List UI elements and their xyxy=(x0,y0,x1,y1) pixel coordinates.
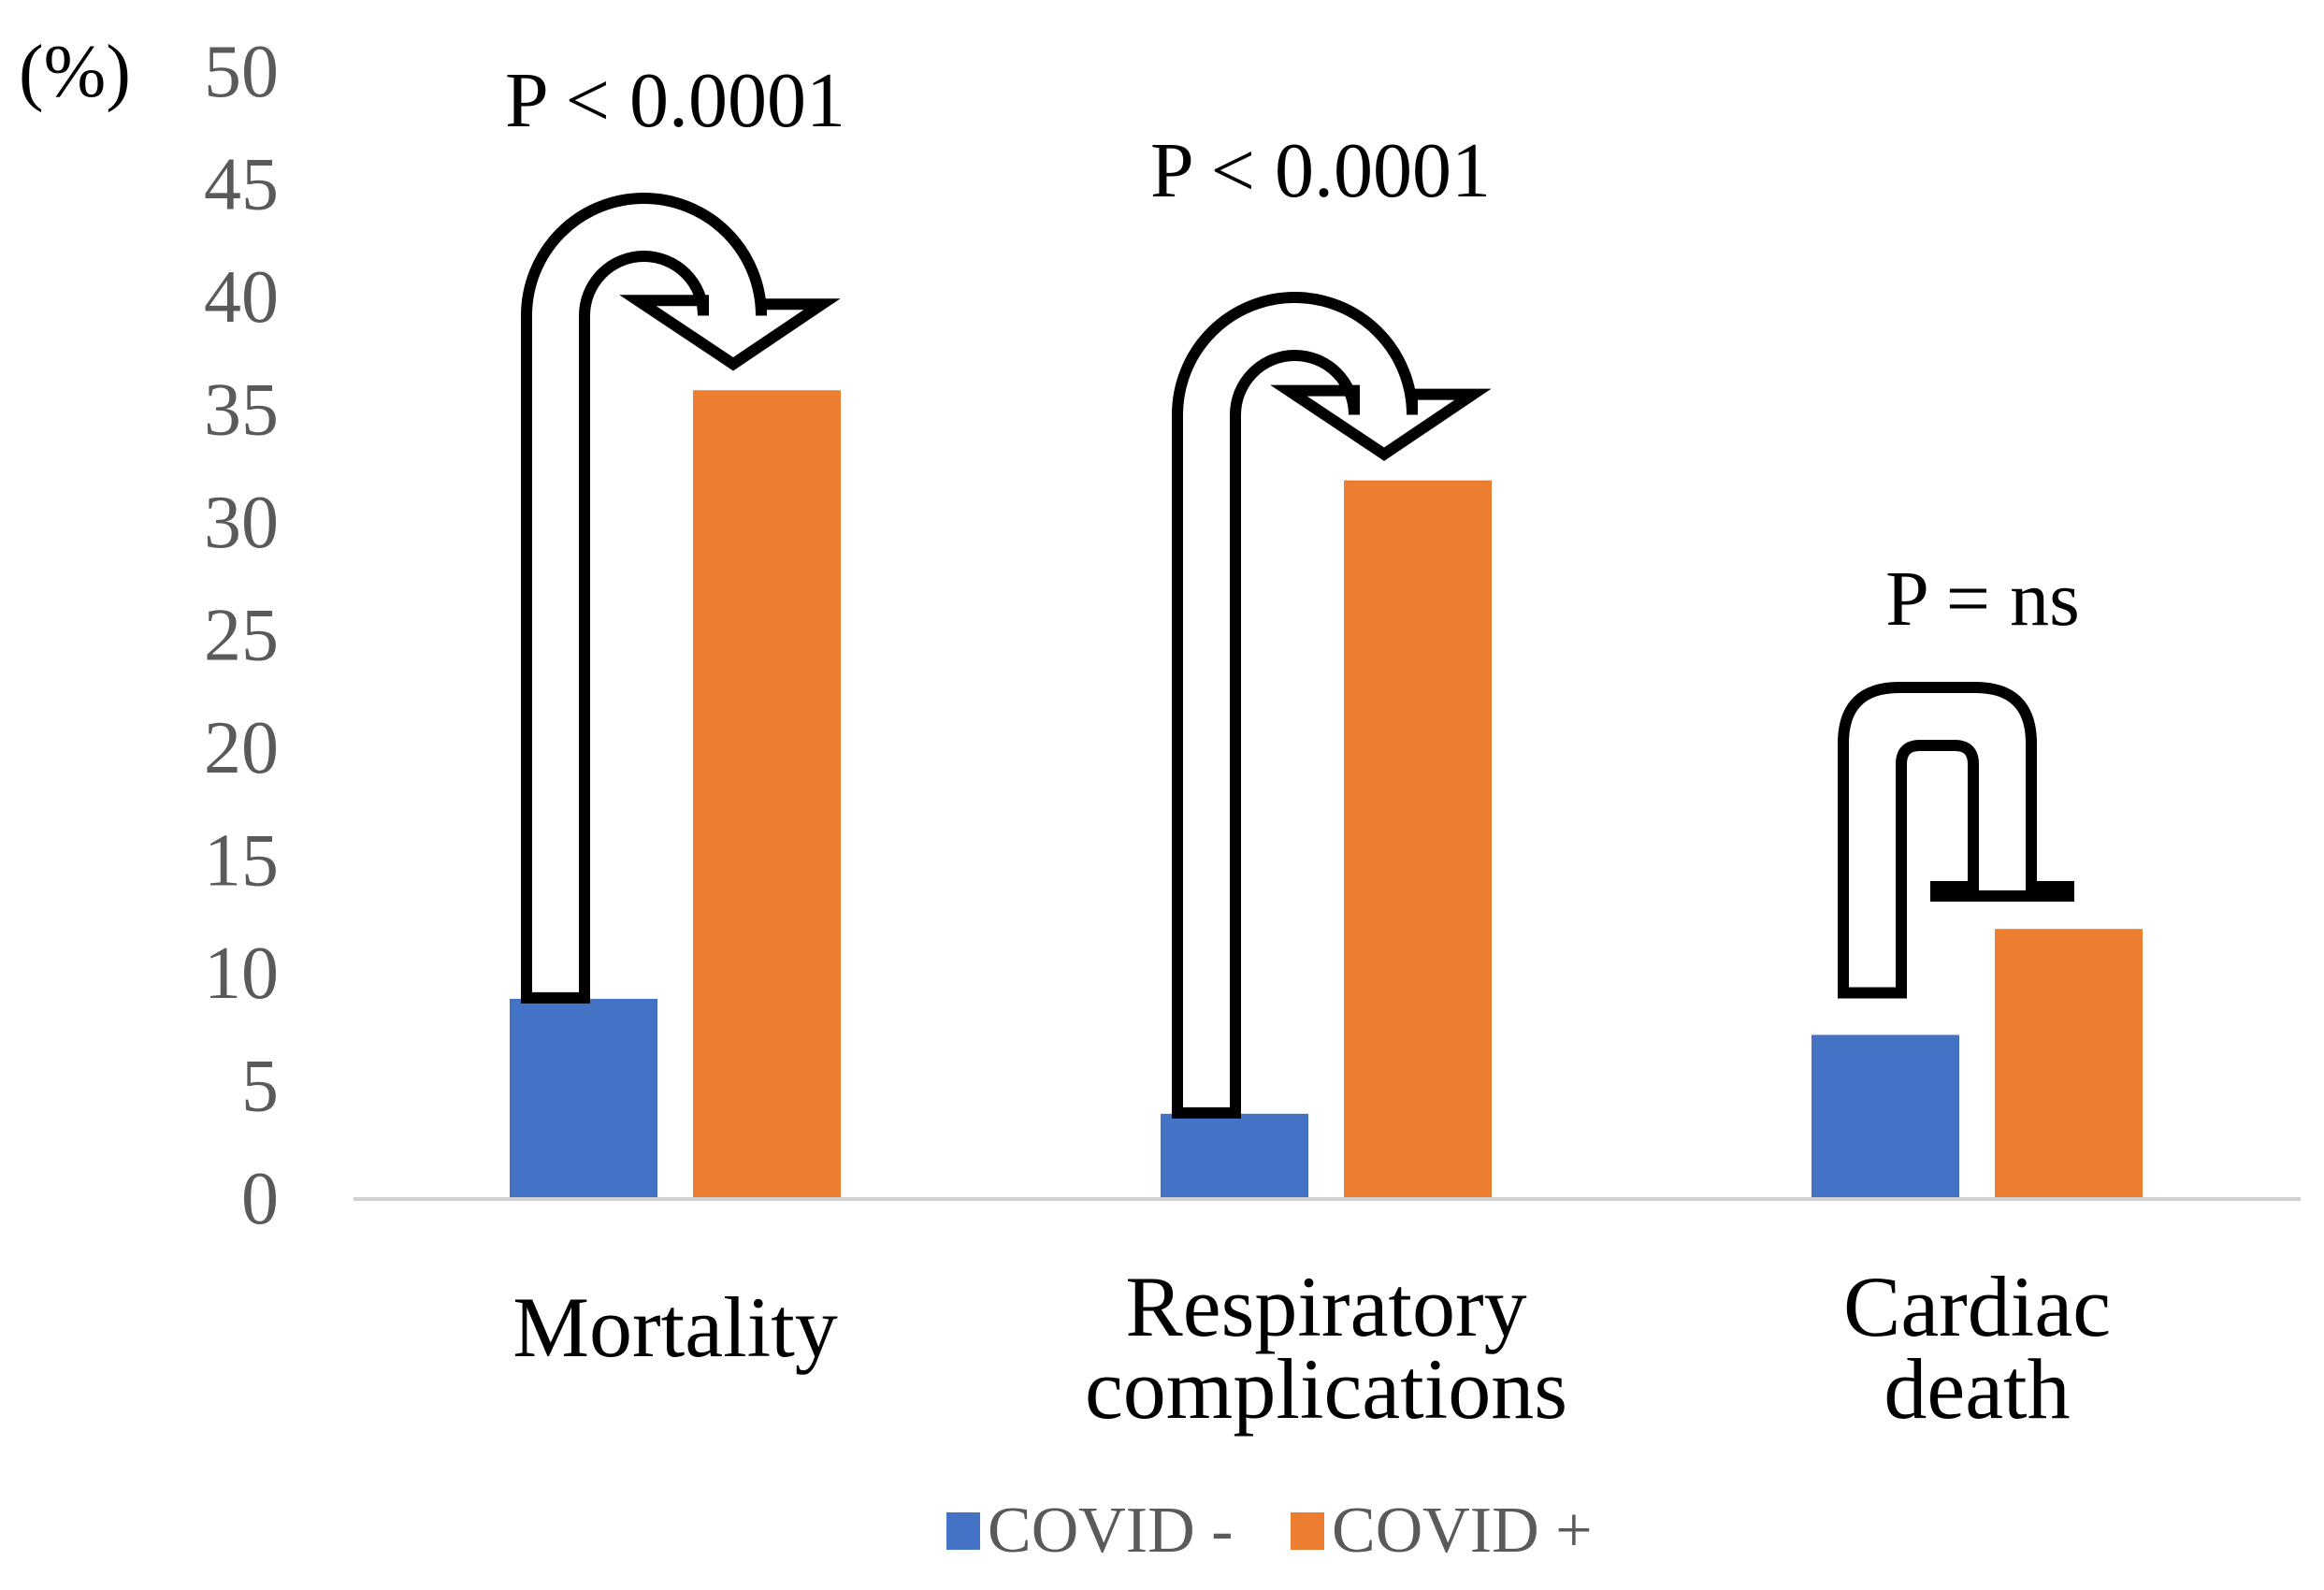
significance-annotations: P < 0.0001 P < 0.0001 P = ns xyxy=(505,57,2080,1119)
bar-covid-negative xyxy=(510,998,657,1197)
legend-label: COVID - xyxy=(988,1495,1233,1567)
y-tick-label: 15 xyxy=(204,820,279,903)
y-tick-label: 35 xyxy=(204,369,279,452)
y-tick-label: 40 xyxy=(204,256,279,339)
bar-covid-negative xyxy=(1161,1113,1308,1197)
bar-covid-positive xyxy=(1995,929,2143,1197)
y-tick-label: 30 xyxy=(204,482,279,564)
y-tick-label: 45 xyxy=(204,144,279,226)
x-tick-label: complications xyxy=(1085,1341,1567,1437)
x-tick-label: Cardiac xyxy=(1843,1259,2111,1354)
significance-arrow xyxy=(1172,292,1492,1119)
p-value-label: P = ns xyxy=(1885,556,2080,643)
bar-covid-positive xyxy=(1344,480,1492,1197)
y-tick-label: 25 xyxy=(204,595,279,677)
bar-covid-positive xyxy=(693,390,841,1198)
significance-arrow xyxy=(521,193,841,1004)
x-tick-label: Mortality xyxy=(512,1279,838,1375)
y-tick-label: 0 xyxy=(241,1158,279,1240)
p-value-label: P < 0.0001 xyxy=(1150,127,1491,214)
bar-covid-negative xyxy=(1812,1034,1959,1197)
y-tick-label: 10 xyxy=(204,932,279,1015)
x-tick-label: Respiratory xyxy=(1125,1259,1526,1354)
bars xyxy=(510,390,2143,1198)
y-axis-ticks: 0 5 10 15 20 25 30 35 40 45 50 xyxy=(204,31,279,1240)
y-axis-unit-label: (%) xyxy=(19,31,131,113)
legend-label: COVID + xyxy=(1332,1495,1593,1567)
y-tick-label: 20 xyxy=(204,707,279,789)
legend-swatch xyxy=(1291,1512,1324,1550)
x-tick-label: death xyxy=(1884,1341,2070,1437)
legend-swatch xyxy=(946,1512,980,1550)
legend: COVID - COVID + xyxy=(946,1495,1593,1567)
y-tick-label: 5 xyxy=(241,1046,279,1128)
y-tick-label: 50 xyxy=(204,31,279,113)
significance-bracket xyxy=(1838,682,2074,999)
p-value-label: P < 0.0001 xyxy=(505,57,845,144)
